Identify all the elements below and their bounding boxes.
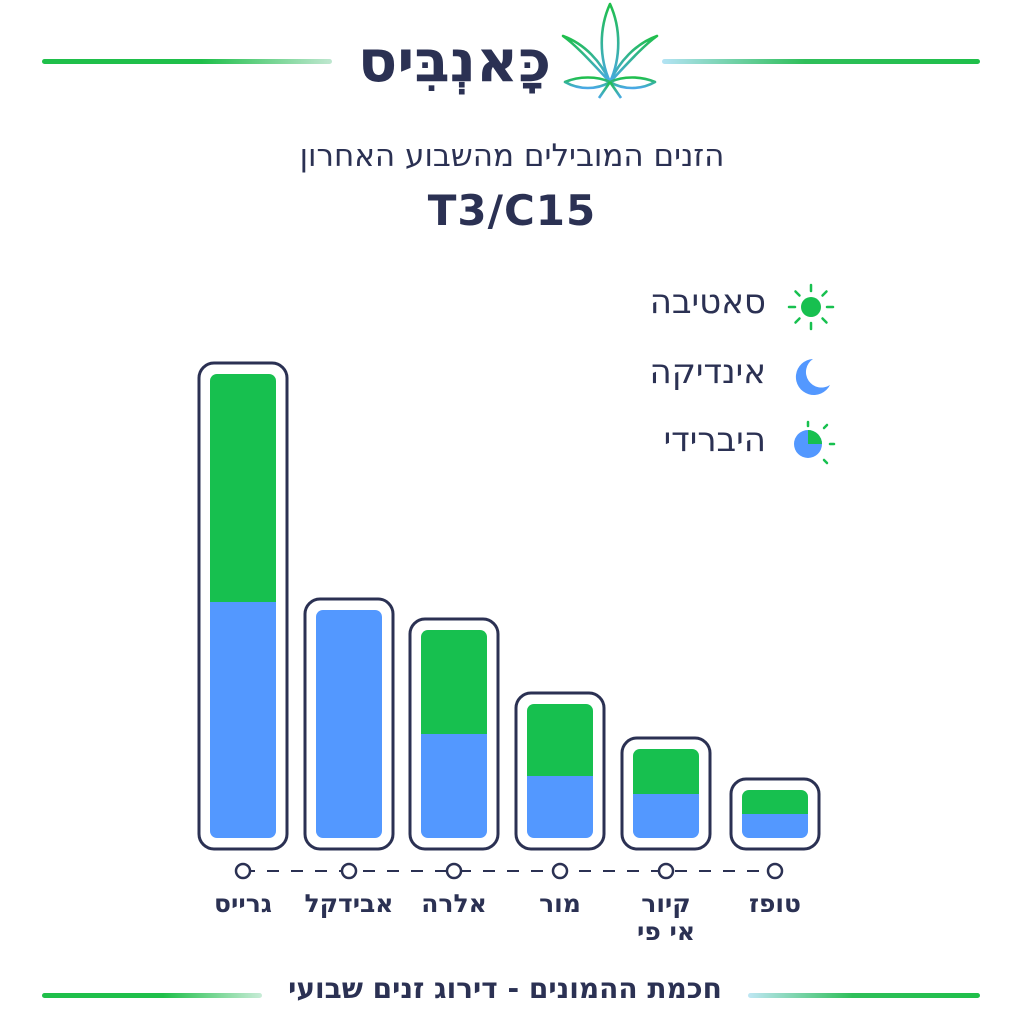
bar-segment-series-1 bbox=[633, 749, 699, 794]
chart-title: T3/C15 bbox=[427, 186, 597, 235]
category-label: טופז bbox=[749, 889, 801, 918]
axis-marker bbox=[445, 862, 463, 880]
axis-marker bbox=[551, 862, 569, 880]
top-right-divider bbox=[662, 59, 980, 64]
legend-label-sativa: סאטיבה bbox=[649, 282, 766, 322]
moon-icon bbox=[795, 359, 830, 395]
bar-segment-series-1 bbox=[210, 374, 276, 602]
bottom-left-divider bbox=[42, 993, 262, 998]
brand-logo-text: כָּאנְבִּיס bbox=[357, 27, 552, 95]
footer-caption: חכמת ההמונים - דירוג זנים שבועי bbox=[288, 972, 722, 1005]
axis-marker bbox=[657, 862, 675, 880]
bar-segment-series-0 bbox=[316, 610, 382, 838]
chart-subtitle: הזנים המובילים מהשבוע האחרון bbox=[299, 138, 725, 174]
category-label: גרייס bbox=[214, 889, 272, 918]
category-label: אבידקל bbox=[304, 889, 393, 918]
sun-icon bbox=[787, 283, 835, 331]
axis-marker bbox=[340, 862, 358, 880]
bar-segment-series-0 bbox=[633, 794, 699, 838]
bar-segment-series-0 bbox=[742, 814, 808, 838]
category-label: מור bbox=[539, 889, 581, 918]
bar-segment-series-1 bbox=[742, 790, 808, 814]
bottom-right-divider bbox=[748, 993, 980, 998]
legend-label-hybrid: היברידי bbox=[663, 420, 766, 460]
cannabis-leaf-icon bbox=[561, 2, 659, 100]
bar-segment-series-0 bbox=[421, 734, 487, 838]
axis-marker bbox=[766, 862, 784, 880]
bar-segment-series-0 bbox=[527, 776, 593, 838]
axis-marker bbox=[234, 862, 252, 880]
category-label: אלרה bbox=[421, 889, 487, 918]
bar-segment-series-0 bbox=[210, 602, 276, 838]
bar-segment-series-1 bbox=[527, 704, 593, 776]
bar-segment-series-1 bbox=[421, 630, 487, 734]
category-label: קיור bbox=[641, 889, 690, 918]
category-label: אי פי bbox=[637, 917, 695, 946]
legend-label-indica: אינדיקה bbox=[649, 352, 766, 392]
top-left-divider bbox=[42, 59, 332, 64]
half-sun-moon-icon bbox=[794, 420, 836, 465]
